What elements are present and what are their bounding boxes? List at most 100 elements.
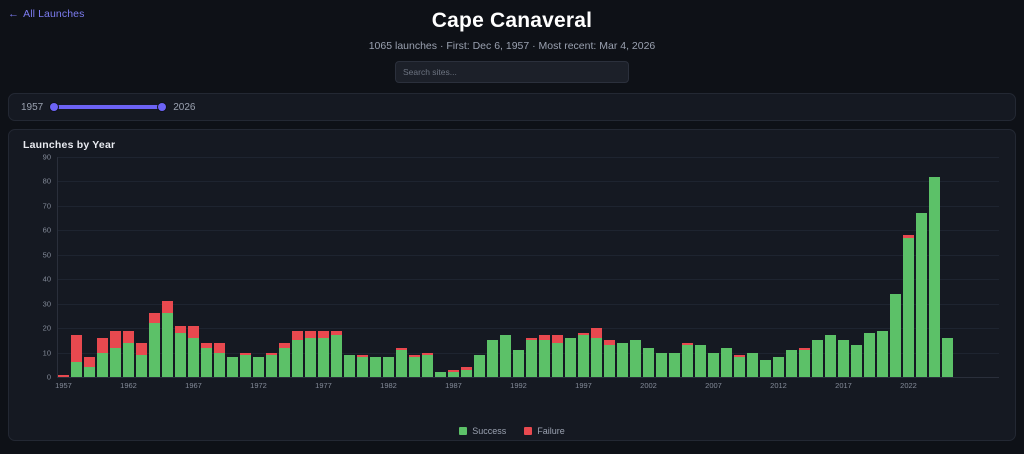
- chart-bar[interactable]: [617, 342, 628, 377]
- chart-bar-segment-success: [318, 337, 329, 377]
- chart-bar[interactable]: [71, 335, 82, 377]
- chart-bar-segment-success: [578, 335, 589, 377]
- chart-bar-segment-failure: [578, 333, 589, 336]
- chart-bar[interactable]: [552, 335, 563, 377]
- chart-bar[interactable]: [526, 337, 537, 377]
- chart-bar[interactable]: [58, 374, 69, 377]
- chart-bar[interactable]: [630, 340, 641, 377]
- chart-bar[interactable]: [422, 352, 433, 377]
- x-axis-tick: 2002: [640, 381, 657, 390]
- chart-bar[interactable]: [435, 372, 446, 377]
- chart-bar[interactable]: [110, 330, 121, 377]
- chart-bar-segment-success: [812, 340, 823, 377]
- chart-bar[interactable]: [344, 355, 355, 377]
- chart-bar[interactable]: [747, 352, 758, 377]
- chart-bar[interactable]: [591, 328, 602, 377]
- year-slider-track[interactable]: [50, 105, 167, 109]
- chart-bar[interactable]: [682, 342, 693, 377]
- chart-bar[interactable]: [448, 369, 459, 377]
- chart-bar[interactable]: [396, 347, 407, 377]
- chart-bar[interactable]: [721, 347, 732, 377]
- chart-bar[interactable]: [656, 352, 667, 377]
- chart-bar[interactable]: [539, 335, 550, 377]
- chart-bar[interactable]: [643, 347, 654, 377]
- chart-bar[interactable]: [162, 301, 173, 377]
- chart-bar-segment-success: [786, 350, 797, 377]
- chart-bar-segment-success: [448, 372, 459, 377]
- chart-bar[interactable]: [188, 325, 199, 377]
- chart-bar[interactable]: [604, 340, 615, 377]
- chart-bar[interactable]: [578, 333, 589, 377]
- legend-item[interactable]: Failure: [524, 426, 565, 436]
- page-subtitle: 1065 launches · First: Dec 6, 1957 · Mos…: [368, 40, 656, 52]
- chart-bar[interactable]: [318, 330, 329, 377]
- y-axis-tick: 80: [42, 176, 51, 186]
- back-to-all-launches-link[interactable]: ← All Launches: [8, 8, 84, 20]
- chart-bar-segment-success: [409, 357, 420, 377]
- chart-bar[interactable]: [305, 330, 316, 377]
- chart-bar[interactable]: [331, 330, 342, 377]
- chart-bar[interactable]: [942, 337, 953, 377]
- back-arrow-icon: ←: [8, 7, 20, 20]
- year-slider-track-wrap[interactable]: [50, 101, 167, 113]
- chart-bar[interactable]: [838, 340, 849, 377]
- chart-bar[interactable]: [851, 345, 862, 377]
- chart-bar[interactable]: [266, 352, 277, 377]
- chart-bar-segment-success: [214, 352, 225, 377]
- chart-bar[interactable]: [916, 213, 927, 377]
- chart-bar[interactable]: [136, 342, 147, 377]
- chart-bar[interactable]: [370, 357, 381, 377]
- chart-bar[interactable]: [734, 355, 745, 377]
- chart-bar[interactable]: [461, 367, 472, 377]
- chart-bar-segment-success: [227, 357, 238, 377]
- chart-bar[interactable]: [812, 340, 823, 377]
- search-input[interactable]: [395, 61, 629, 83]
- chart-bar[interactable]: [487, 340, 498, 377]
- chart-bar[interactable]: [513, 350, 524, 377]
- chart-bar[interactable]: [799, 347, 810, 377]
- chart-bar[interactable]: [240, 352, 251, 377]
- chart-bar-segment-success: [97, 352, 108, 377]
- chart-bar[interactable]: [253, 357, 264, 377]
- chart-bar[interactable]: [929, 176, 940, 377]
- chart-bar[interactable]: [97, 337, 108, 377]
- gridline: [58, 254, 999, 256]
- legend-item[interactable]: Success: [459, 426, 506, 436]
- chart-bar[interactable]: [279, 342, 290, 377]
- chart-bar[interactable]: [500, 335, 511, 377]
- chart-bar[interactable]: [227, 357, 238, 377]
- chart-bar[interactable]: [773, 357, 784, 377]
- chart-bar[interactable]: [474, 355, 485, 377]
- chart-bar[interactable]: [409, 355, 420, 377]
- chart-bar[interactable]: [149, 313, 160, 377]
- chart-bar[interactable]: [214, 342, 225, 377]
- chart-bar[interactable]: [292, 330, 303, 377]
- chart-bar[interactable]: [877, 330, 888, 377]
- chart-bar[interactable]: [357, 355, 368, 377]
- chart-bar[interactable]: [890, 293, 901, 377]
- chart-bar[interactable]: [864, 333, 875, 377]
- year-slider-handle-max[interactable]: [158, 103, 167, 111]
- chart-bar[interactable]: [760, 359, 771, 377]
- chart-legend: Success Failure: [9, 426, 1015, 436]
- chart-bar-segment-success: [669, 352, 680, 377]
- chart-bar[interactable]: [201, 342, 212, 377]
- year-slider-handle-min[interactable]: [50, 103, 59, 111]
- chart-bar-segment-success: [136, 355, 147, 377]
- chart-bar[interactable]: [903, 235, 914, 377]
- chart-bar[interactable]: [669, 352, 680, 377]
- chart-bar[interactable]: [383, 357, 394, 377]
- chart-bar-segment-success: [617, 342, 628, 377]
- chart-bar[interactable]: [825, 335, 836, 377]
- chart-bar-segment-failure: [162, 301, 173, 314]
- chart-bar[interactable]: [565, 337, 576, 377]
- chart-bar[interactable]: [708, 352, 719, 377]
- chart-bar[interactable]: [123, 330, 134, 377]
- chart-bar-segment-failure: [201, 342, 212, 348]
- chart-bar[interactable]: [84, 357, 95, 377]
- y-axis-tick: 30: [42, 298, 51, 308]
- chart-bar[interactable]: [695, 345, 706, 377]
- year-range-slider[interactable]: 1957 2026: [21, 101, 196, 113]
- chart-bar[interactable]: [786, 350, 797, 377]
- chart-bar[interactable]: [175, 325, 186, 377]
